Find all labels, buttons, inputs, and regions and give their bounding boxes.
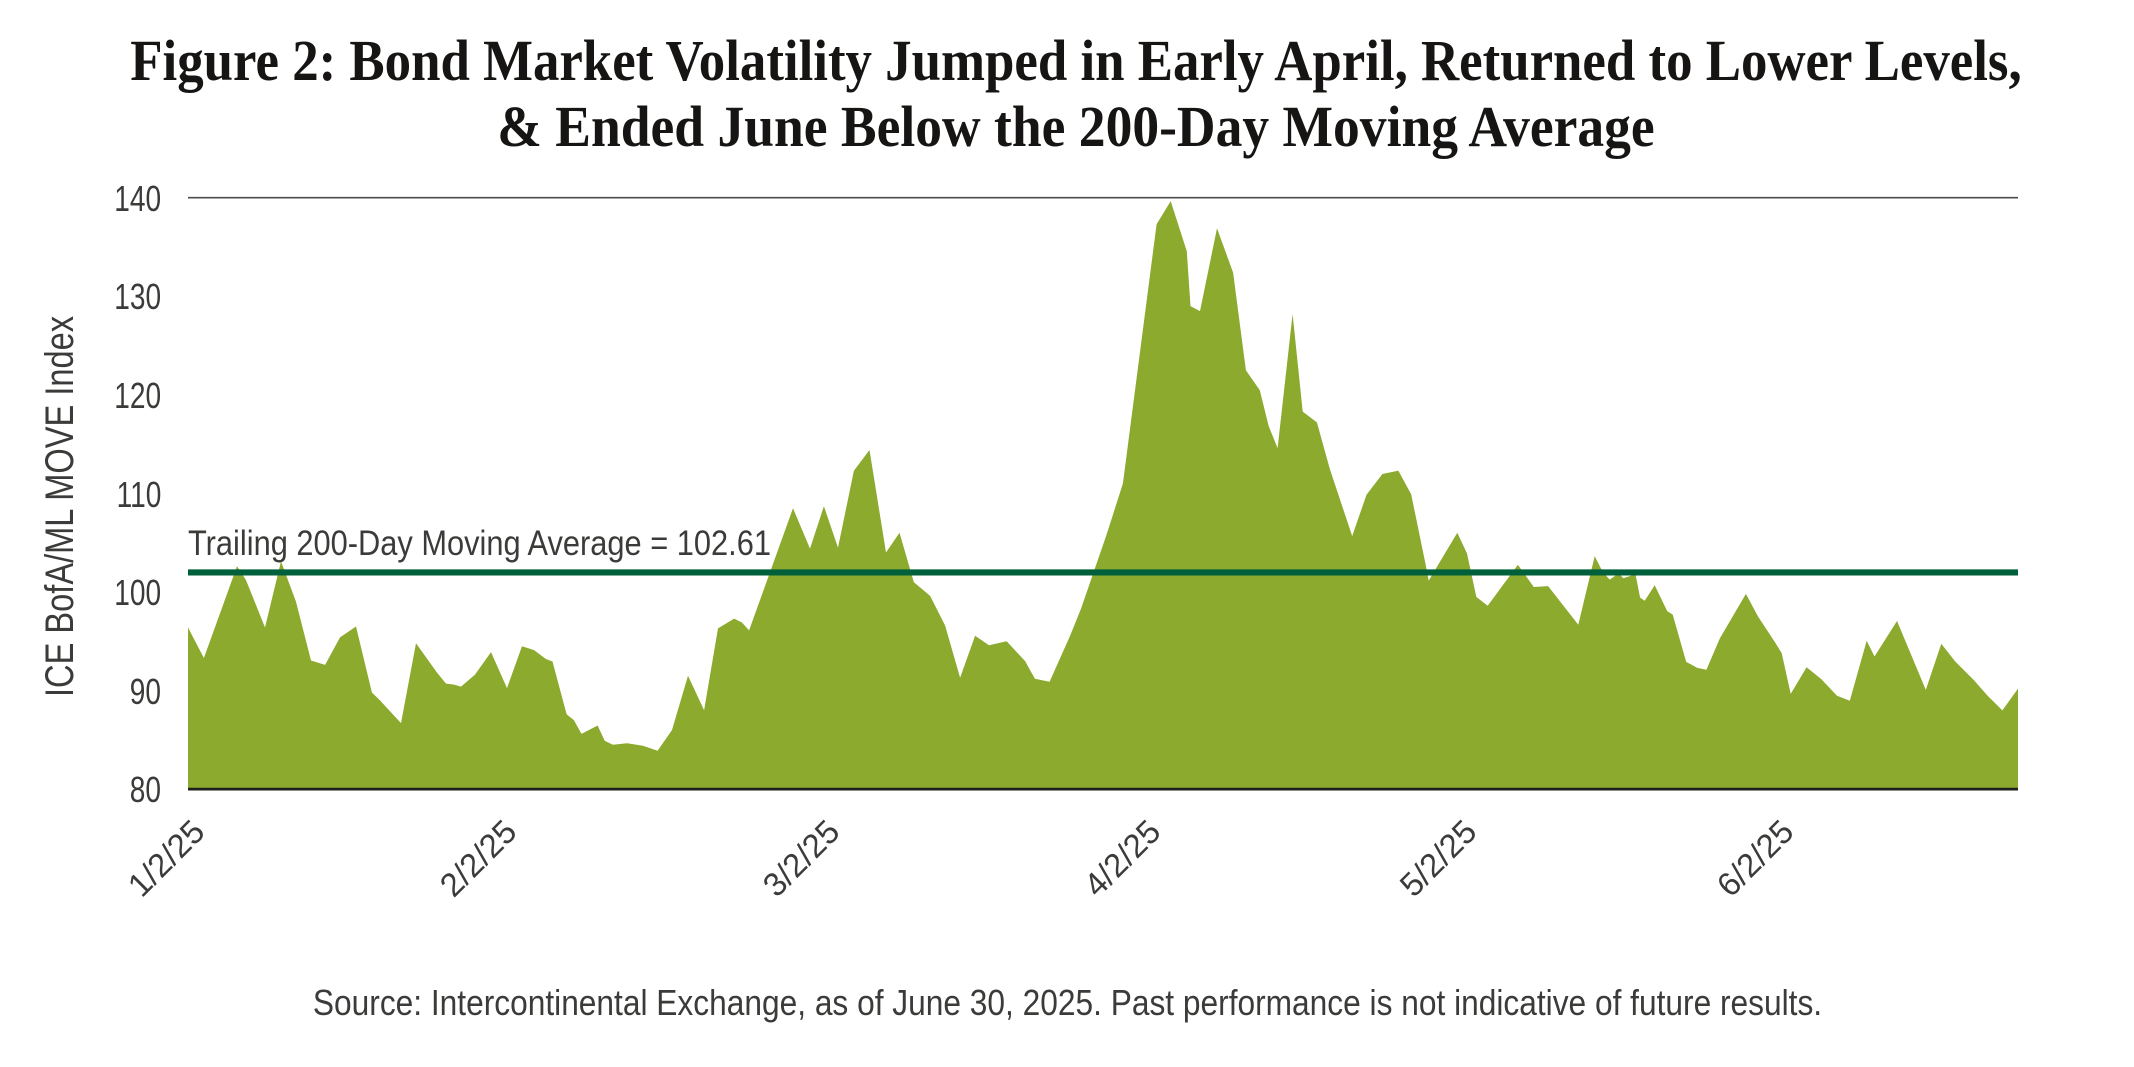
y-tick-label-80: 80 [129,769,161,811]
y-tick-label-130: 130 [114,276,161,318]
y-tick-label-100: 100 [114,572,161,614]
y-tick-label-140: 140 [114,177,161,219]
source-note-text: Source: Intercontinental Exchange, as of… [312,981,1822,1023]
moving-average-annotation: Trailing 200-Day Moving Average = 102.61 [188,524,771,563]
y-axis-title: ICE BofA/ML MOVE Index [38,315,82,698]
chart-title-line-1: Figure 2: Bond Market Volatility Jumped … [130,28,2022,93]
chart-title-line-2: & Ended June Below the 200-Day Moving Av… [497,94,1655,159]
y-tick-label-120: 120 [114,375,161,417]
source-note: Source: Intercontinental Exchange, as of… [0,981,2134,1023]
move-index-area-series [188,201,2018,790]
y-tick-label-110: 110 [116,473,161,515]
y-tick-label-90: 90 [129,670,161,712]
